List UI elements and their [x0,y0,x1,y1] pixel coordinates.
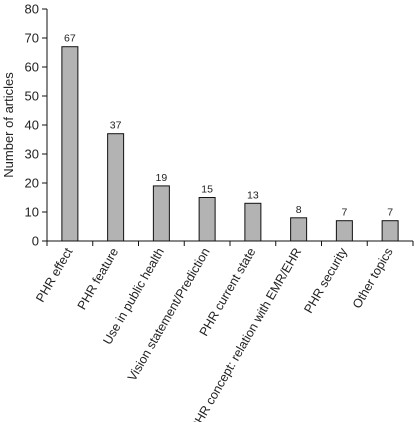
y-axis-title: Number of articles [1,72,16,178]
y-tick-label: 50 [25,89,39,104]
bar [61,46,79,242]
bars: 67 37 19 15 13 8 7 7 [61,33,399,242]
bar [244,202,262,242]
bar-value-label: 37 [110,120,122,132]
y-tick-label: 70 [25,31,39,46]
x-tick-label: PHR security [301,245,350,316]
bar-value-label: 8 [296,204,302,216]
bar [107,133,125,242]
x-tick-label: PHR effect [33,245,75,305]
x-tick-label: Other topics [350,246,396,311]
y-tick-label: 60 [25,60,39,75]
y-tick-label: 80 [25,2,39,17]
bar-value-label: 19 [156,172,168,184]
x-tick-label: PHR feature [75,245,122,312]
y-tick-label: 40 [25,118,39,133]
bar-value-label: 15 [201,184,213,196]
bar-value-label: 13 [247,189,259,201]
bar [152,185,170,242]
bar [335,220,353,242]
y-tick-label: 10 [25,205,39,220]
y-tick-label: 30 [25,147,39,162]
y-tick-label: 20 [25,176,39,191]
bar-value-label: 7 [387,207,393,219]
bar-value-label: 67 [64,33,76,45]
y-tick-label: 0 [32,234,39,249]
bar-value-label: 7 [341,207,347,219]
bar [381,220,399,242]
bar [198,197,216,242]
y-axis-ticks: 0 10 20 30 40 50 60 70 80 [25,2,47,249]
x-tick-label: Vision statement/Prediction [125,245,213,383]
bar [290,217,308,242]
